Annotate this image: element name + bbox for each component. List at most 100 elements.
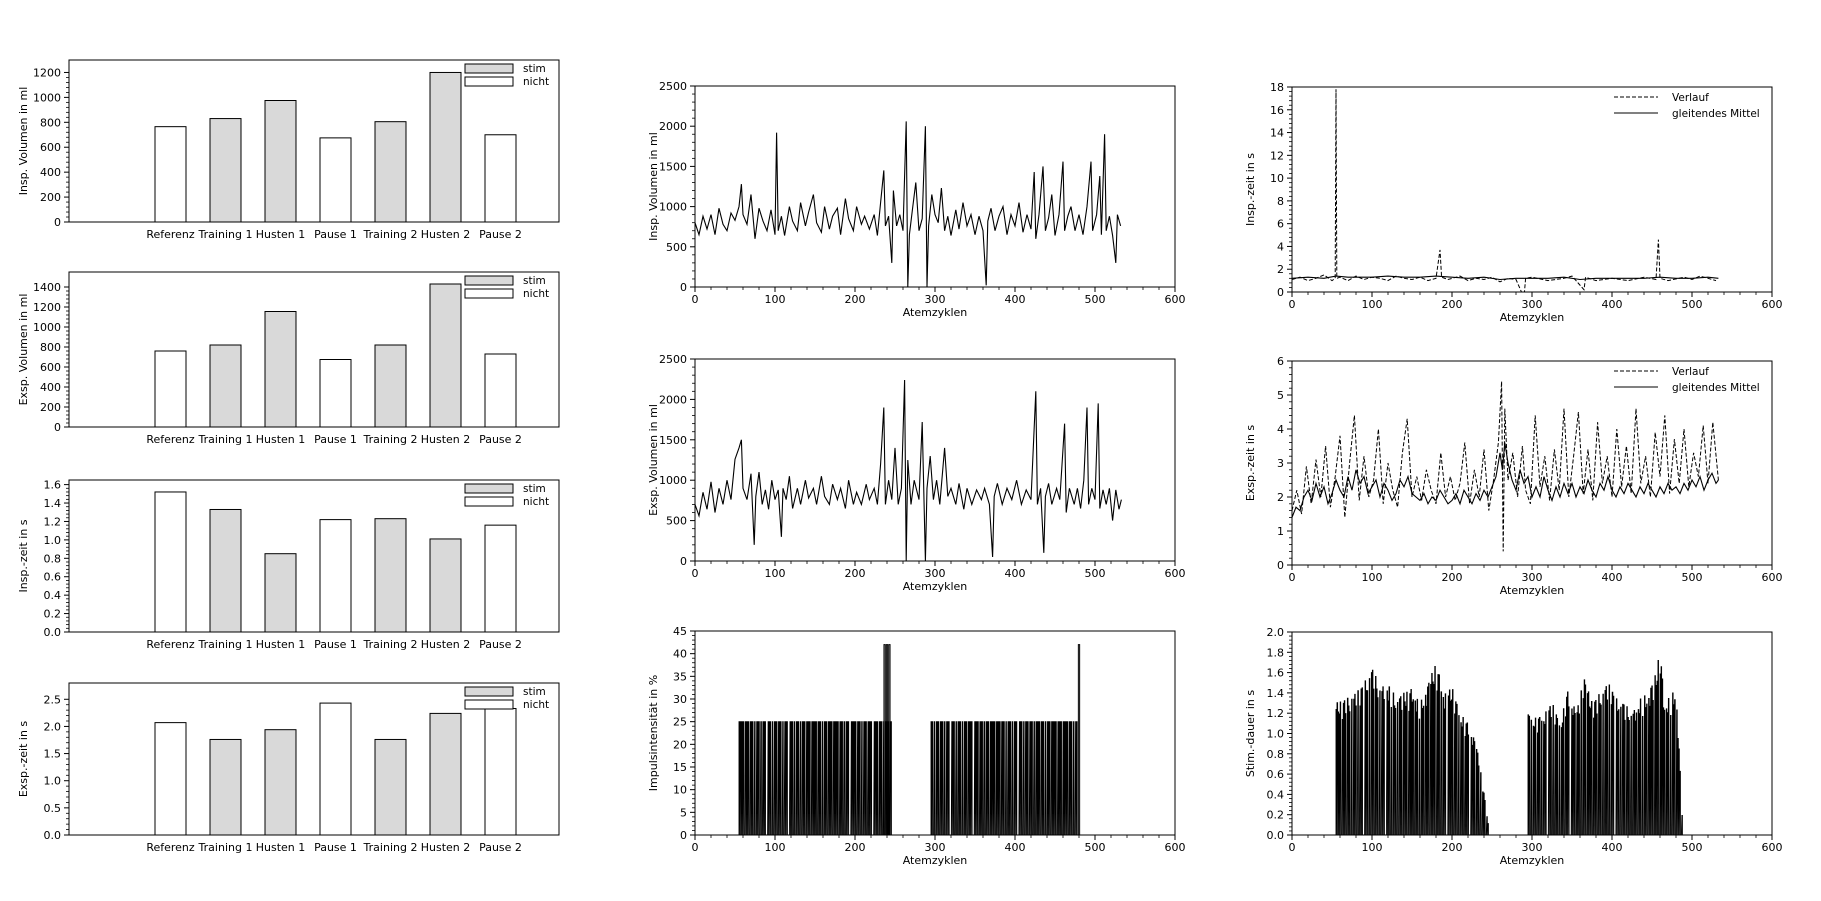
- y-tick-label: 1.0: [1267, 728, 1285, 741]
- legend-label-verlauf: Verlauf: [1672, 92, 1709, 104]
- chart-line6: 0.0 0.2 0.4 0.6 0.8 1.0 1.2 1.4 1.6 1.8 2.0 Stim.-d…: [1244, 626, 1783, 867]
- chart-line5: 0 1 2 3 4 5 6 Exsp.-zeit in s 0 100 200 300 400 500 60…: [1244, 355, 1783, 597]
- legend-swatch-stim: [464, 686, 514, 697]
- x-tick-label: 100: [765, 293, 786, 306]
- x-category-label: Pause 2: [479, 433, 522, 446]
- x-tick-label: 400: [1602, 841, 1623, 854]
- plot-frame: [694, 358, 1176, 562]
- y-tick-label: 2000: [659, 393, 687, 406]
- legend-label-nicht: nicht: [523, 699, 549, 711]
- y-tick-label: 1400: [33, 281, 61, 294]
- y-tick-label: 1200: [33, 301, 61, 314]
- x-tick-label: 400: [1005, 841, 1026, 854]
- x-category-label: Pause 2: [479, 841, 522, 854]
- x-tick-label: 500: [1682, 841, 1703, 854]
- y-tick-label: 15: [673, 761, 687, 774]
- y-tick-label: 0.8: [44, 552, 62, 565]
- y-tick-label: 1: [1277, 525, 1284, 538]
- y-tick-label: 0.4: [44, 589, 62, 602]
- y-tick-label: 0: [680, 829, 687, 842]
- series-line-0: [695, 379, 1122, 561]
- y-axis-label: Exsp. Volumen in ml: [17, 294, 30, 406]
- x-category-label: Pause 2: [479, 228, 522, 241]
- y-tick-label: 800: [40, 116, 61, 129]
- y-tick-label: 500: [666, 515, 687, 528]
- y-tick-label: 2: [1277, 263, 1284, 276]
- legend-label-verlauf: Verlauf: [1672, 366, 1709, 378]
- legend-label-stim: stim: [523, 686, 546, 698]
- data-layer: [1292, 381, 1719, 552]
- y-tick-label: 2000: [659, 120, 687, 133]
- x-tick-label: 100: [1362, 298, 1383, 311]
- bar-4: [374, 121, 407, 223]
- bar-3: [319, 359, 352, 428]
- legend: Verlauf gleitendes Mittel: [1614, 92, 1760, 120]
- y-tick-label: 1500: [659, 160, 687, 173]
- y-tick-label: 0.4: [1267, 788, 1285, 801]
- series-line-0: [695, 121, 1122, 287]
- plot-frame: [68, 271, 560, 428]
- bar-2: [264, 100, 297, 223]
- y-tick-label: 4: [1277, 240, 1284, 253]
- y-tick-label: 6: [1277, 355, 1284, 368]
- series-verlauf: [1292, 89, 1717, 292]
- y-tick-label: 20: [673, 738, 687, 751]
- x-axis-label: Atemzyklen: [1500, 311, 1565, 324]
- bar-5: [429, 71, 462, 223]
- legend-swatch-nicht: [464, 288, 514, 299]
- x-tick-label: 0: [1289, 571, 1296, 584]
- x-tick-label: 0: [692, 293, 699, 306]
- legend-label-mittel: gleitendes Mittel: [1672, 382, 1760, 394]
- x-axis-label: Atemzyklen: [1500, 584, 1565, 597]
- x-tick-label: 300: [925, 841, 946, 854]
- series-verlauf: [1292, 381, 1719, 552]
- x-category-label: Training 1: [198, 433, 253, 446]
- y-axis-label: Insp.-zeit in s: [17, 519, 30, 592]
- legend-label-stim: stim: [523, 275, 546, 287]
- y-tick-label: 0: [680, 555, 687, 568]
- plot-frame: [68, 479, 560, 633]
- y-tick-label: 14: [1270, 127, 1284, 140]
- bar-0: [154, 126, 187, 223]
- legend-label-stim: stim: [523, 483, 546, 495]
- y-tick-label: 16: [1270, 104, 1284, 117]
- chart-bar3: 0.0 0.2 0.4 0.6 0.8 1.0 1.2 1.4 1.6 Insp.-zeit in…: [17, 479, 560, 651]
- legend-label-nicht: nicht: [523, 496, 549, 508]
- y-tick-label: 4: [1277, 423, 1284, 436]
- x-category-label: Husten 1: [256, 638, 306, 651]
- x-category-label: Pause 1: [314, 228, 357, 241]
- chart-line4: 0 2 4 6 8 10 12 14 16 18 Insp.-zeit in s 0 100 200 300…: [1244, 81, 1783, 324]
- x-category-label: Referenz: [146, 433, 195, 446]
- y-tick-label: 0.5: [44, 802, 62, 815]
- legend-swatch-nicht: [464, 76, 514, 87]
- series-peak: [1077, 644, 1081, 835]
- y-tick-label: 0: [54, 421, 61, 434]
- x-category-label: Training 1: [198, 841, 253, 854]
- bar-2: [264, 553, 297, 633]
- bar-0: [154, 722, 187, 836]
- y-tick-label: 0.0: [1267, 829, 1285, 842]
- x-category-label: Referenz: [146, 228, 195, 241]
- series-gleitendes-mittel: [1292, 275, 1719, 281]
- x-axis-label: Atemzyklen: [903, 306, 968, 319]
- y-tick-label: 1000: [33, 91, 61, 104]
- x-tick-label: 500: [1085, 841, 1106, 854]
- legend-label-nicht: nicht: [523, 76, 549, 88]
- y-tick-label: 800: [40, 341, 61, 354]
- chart-line2: 0 500 1000 1500 2000 2500 Exsp. Volumen in ml 0…: [647, 353, 1186, 593]
- y-tick-label: 0.8: [1267, 748, 1285, 761]
- y-tick-label: 500: [666, 241, 687, 254]
- x-tick-label: 300: [1522, 298, 1543, 311]
- bar-1: [209, 344, 242, 428]
- chart-bar4: 0.0 0.5 1.0 1.5 2.0 2.5 Exsp.-zeit in s Referen…: [17, 682, 560, 854]
- x-tick-label: 600: [1762, 298, 1783, 311]
- y-tick-label: 600: [40, 361, 61, 374]
- bar-6: [484, 708, 517, 836]
- x-tick-label: 600: [1165, 841, 1186, 854]
- bar-6: [484, 353, 517, 428]
- x-category-label: Referenz: [146, 638, 195, 651]
- y-tick-label: 45: [673, 625, 687, 638]
